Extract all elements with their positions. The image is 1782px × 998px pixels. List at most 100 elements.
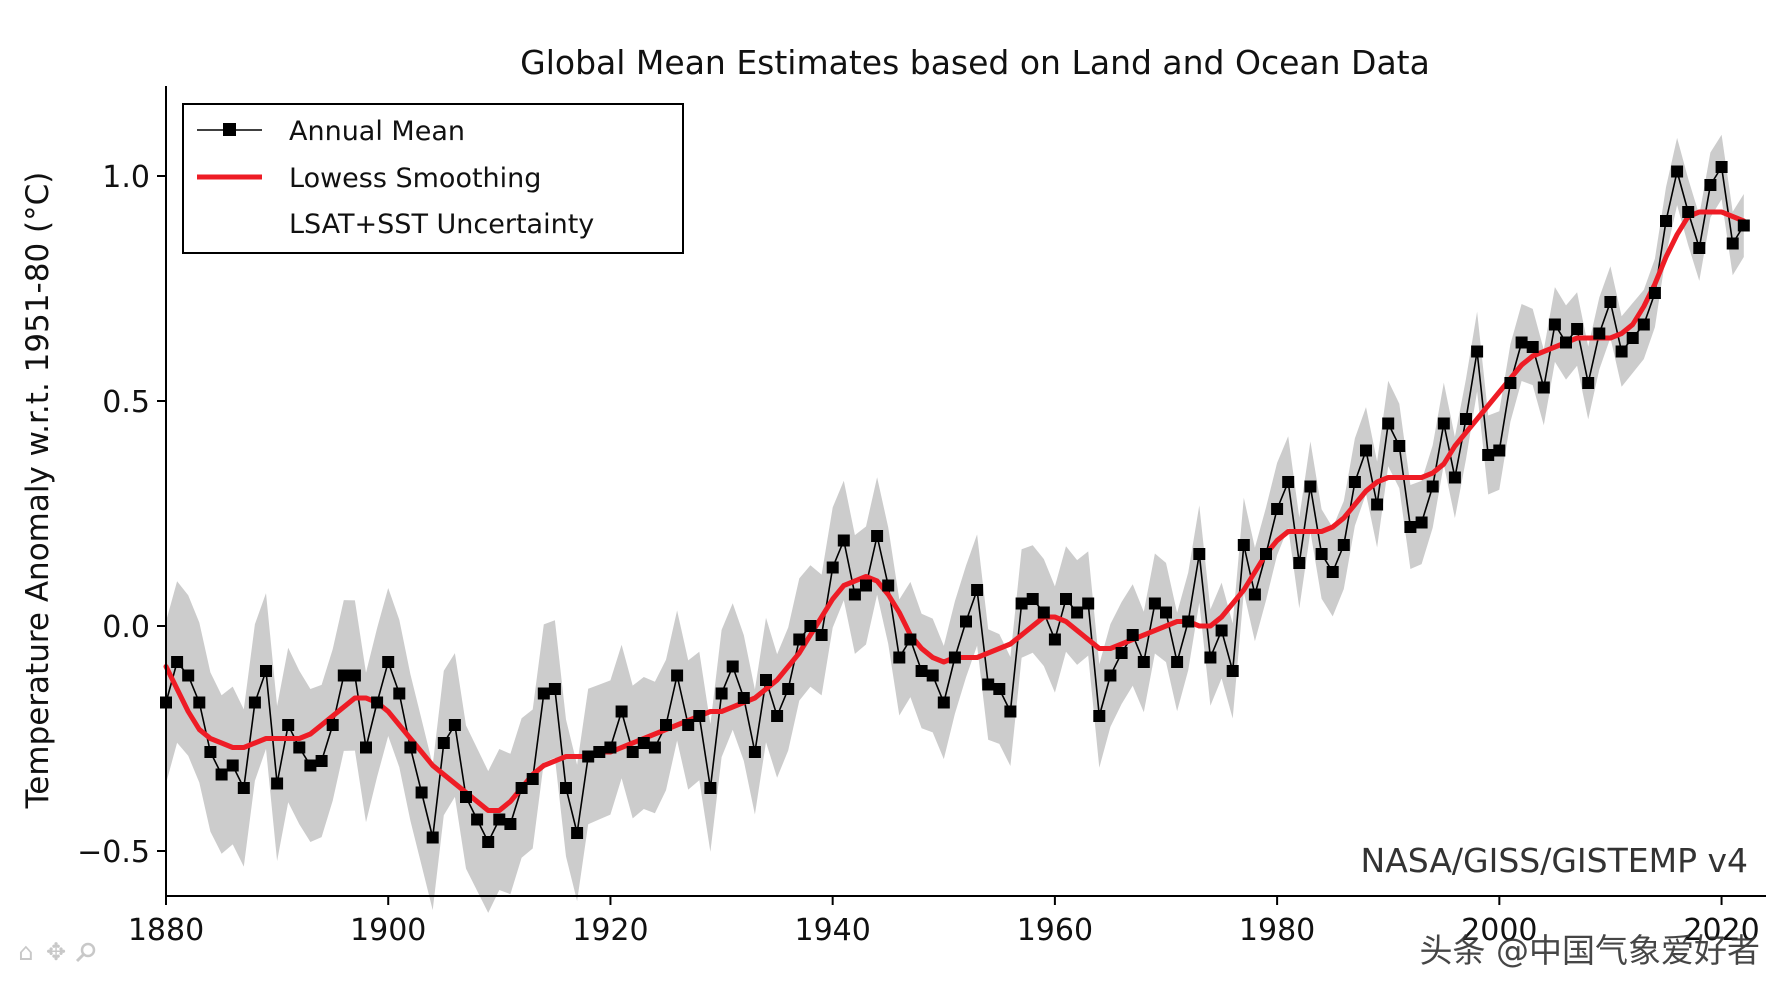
annual-mean-point-1986	[1337, 539, 1350, 551]
annual-mean-point-1954	[982, 678, 995, 691]
annual-mean-point-1905	[437, 737, 450, 749]
annual-mean-point-2009	[1593, 327, 1606, 340]
annual-mean-point-1924	[648, 741, 661, 754]
annual-mean-point-1896	[337, 669, 350, 682]
annual-mean-point-1959	[1037, 606, 1050, 619]
annual-mean-point-1885	[215, 768, 228, 781]
annual-mean-point-1987	[1348, 476, 1361, 488]
annual-mean-point-1928	[693, 710, 706, 722]
x-tick-label-1900: 1900	[350, 913, 426, 948]
annual-mean-point-1994	[1426, 480, 1439, 493]
annual-mean-point-1963	[1082, 597, 1095, 610]
legend: Annual Mean Lowess Smoothing LSAT+SST Un…	[182, 103, 684, 254]
annual-mean-point-1889	[260, 665, 272, 677]
annual-mean-point-1948	[915, 665, 928, 677]
annual-mean-point-1989	[1371, 498, 1384, 511]
annual-mean-point-1913	[526, 773, 539, 785]
annual-mean-point-1910	[493, 813, 506, 826]
annual-mean-point-2021	[1726, 237, 1739, 250]
annual-mean-point-1927	[682, 719, 695, 731]
annual-mean-point-1884	[204, 746, 217, 758]
annual-mean-point-2012	[1626, 332, 1639, 344]
annual-mean-point-1906	[448, 719, 461, 731]
y-tick-label-1: 1.0	[102, 160, 150, 195]
annual-mean-point-1915	[548, 683, 561, 695]
y-tick-label-0.5: 0.5	[102, 385, 150, 420]
annual-mean-point-1946	[893, 651, 906, 664]
annual-mean-point-1988	[1360, 444, 1372, 457]
y-axis-label: Temperature Anomaly w.r.t. 1951-80 (°C)	[20, 172, 56, 810]
annual-mean-point-1940	[826, 561, 839, 574]
annual-mean-point-1955	[993, 683, 1006, 695]
annual-mean-point-1881	[171, 656, 184, 668]
annual-mean-point-1919	[593, 746, 606, 758]
annual-mean-point-1944	[871, 530, 884, 542]
y-ticks: −0.5 0.0 0.5 1.0	[77, 160, 166, 870]
annual-mean-point-1943	[860, 579, 872, 592]
annual-mean-point-2003	[1526, 341, 1539, 353]
pan-icon[interactable]: ✥	[45, 938, 67, 966]
zoom-icon[interactable]	[72, 938, 100, 966]
annual-mean-point-2001	[1504, 377, 1517, 389]
plot-toolbar: ⌂ ✥	[12, 938, 100, 966]
annual-mean-point-2013	[1637, 318, 1650, 331]
annual-mean-point-2010	[1604, 296, 1617, 308]
annual-mean-point-1897	[348, 669, 361, 682]
annual-mean-point-1939	[815, 629, 828, 641]
annual-mean-point-2008	[1582, 377, 1595, 389]
annual-mean-point-1957	[1015, 597, 1028, 610]
annual-mean-point-1964	[1093, 710, 1106, 722]
y-tick-label--0.5: −0.5	[77, 835, 150, 870]
annual-mean-point-1936	[782, 683, 795, 695]
annual-mean-point-2007	[1571, 323, 1584, 335]
annual-mean-point-1949	[926, 669, 939, 682]
annual-mean-point-1969	[1148, 597, 1161, 610]
annual-mean-point-1958	[1026, 593, 1039, 605]
annual-mean-point-2022	[1737, 219, 1750, 232]
annual-mean-point-1894	[315, 755, 328, 767]
annual-mean-point-1975	[1215, 624, 1228, 637]
annual-mean-point-1921	[615, 705, 628, 718]
x-tick-label-1980: 1980	[1239, 913, 1315, 948]
annual-mean-point-2015	[1660, 215, 1672, 227]
annual-mean-point-1965	[1104, 669, 1117, 682]
annual-mean-point-1887	[237, 782, 250, 794]
annual-mean-point-1912	[515, 782, 528, 794]
x-tick-label-2020: 2020	[1683, 913, 1759, 948]
annual-mean-point-1895	[326, 719, 339, 731]
annual-mean-point-1999	[1482, 449, 1495, 461]
annual-mean-point-1993	[1415, 516, 1428, 529]
annual-mean-point-1937	[793, 633, 806, 646]
annual-mean-point-1933	[748, 746, 761, 758]
legend-annual-mean-label: Annual Mean	[289, 116, 465, 147]
annual-mean-point-1925	[660, 719, 672, 731]
annual-mean-point-1891	[282, 719, 295, 731]
annual-mean-point-1886	[226, 759, 239, 772]
annual-mean-point-1917	[571, 827, 584, 839]
annual-mean-point-1935	[771, 710, 784, 722]
annual-mean-point-1942	[848, 588, 861, 601]
x-tick-label-1960: 1960	[1017, 913, 1093, 948]
annual-mean-point-1903	[415, 786, 428, 799]
annual-mean-point-1938	[804, 620, 817, 632]
annual-mean-point-1882	[182, 669, 195, 682]
annual-mean-point-1920	[604, 741, 617, 754]
legend-annual-mean-swatch-marker	[223, 123, 236, 136]
annual-mean-point-1971	[1171, 656, 1184, 668]
home-icon[interactable]: ⌂	[18, 938, 34, 966]
annual-mean-point-1911	[504, 818, 517, 830]
annual-mean-point-1996	[1448, 471, 1461, 484]
annual-mean-point-2002	[1515, 336, 1528, 349]
uncertainty-band	[166, 134, 1744, 913]
annual-mean-point-1995	[1437, 417, 1450, 430]
annual-mean-point-1918	[582, 750, 595, 763]
x-tick-label-1880: 1880	[128, 913, 204, 948]
legend-frame	[182, 103, 684, 254]
annual-mean-point-1974	[1204, 651, 1217, 664]
annual-mean-point-1902	[404, 741, 417, 754]
annual-mean-point-1979	[1260, 548, 1272, 560]
annual-mean-point-1883	[193, 696, 206, 709]
annual-mean-point-1984	[1315, 548, 1328, 560]
annual-mean-point-1980	[1271, 503, 1284, 515]
annual-mean-point-1941	[837, 534, 850, 547]
